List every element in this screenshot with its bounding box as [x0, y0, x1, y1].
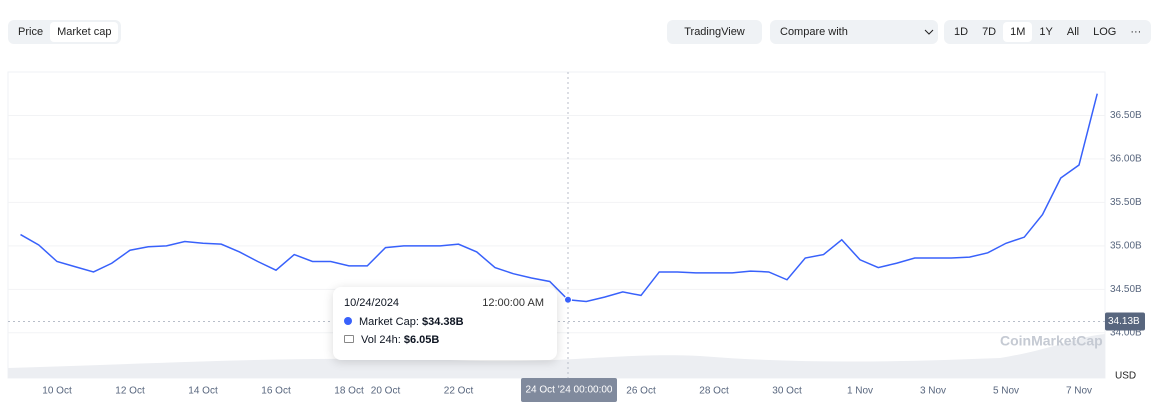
- chevron: [924, 29, 934, 35]
- compare-label: Compare with: [780, 26, 848, 38]
- x-tick-label: 3 Nov: [920, 386, 946, 397]
- price-marker-label: 34.13B: [1108, 316, 1140, 327]
- price-tab[interactable]: Price: [18, 26, 44, 38]
- x-tick-label: 22 Oct: [444, 386, 474, 397]
- cap-label: Market Cap:: [359, 316, 422, 328]
- x-tick-label: 20 Oct: [371, 386, 401, 397]
- x-tick-label: 28 Oct: [699, 386, 729, 397]
- tooltip-time: 12:00:00 AM: [482, 297, 544, 309]
- vol-icon: [344, 335, 354, 343]
- range-button[interactable]: All: [1066, 26, 1080, 38]
- y-tick-label: 36.00B: [1110, 154, 1142, 165]
- vol-value: $6.05B: [403, 334, 440, 346]
- x-tick-label: 14 Oct: [188, 386, 218, 397]
- range-button[interactable]: 1Y: [1039, 26, 1053, 38]
- x-tick-label: 5 Nov: [993, 386, 1019, 397]
- x-tick-label: 1 Nov: [847, 386, 873, 397]
- cap-dot: [344, 317, 352, 325]
- volume-area: [8, 334, 1105, 378]
- crosshair-label-box: [521, 378, 617, 402]
- toggle-group: Price Market cap: [8, 20, 122, 44]
- range-group: 1D 7D 1M 1Y All LOG ···: [944, 20, 1152, 44]
- range-button[interactable]: LOG: [1093, 26, 1117, 38]
- x-tick-label: 26 Oct: [626, 386, 656, 397]
- range-button[interactable]: 1D: [954, 26, 969, 38]
- tradingview-label: TradingView: [684, 26, 745, 38]
- cap-value: $34.38B: [421, 316, 464, 328]
- vol-label: Vol 24h:: [361, 334, 404, 346]
- y-tick-label: 34.00B: [1110, 327, 1142, 338]
- unit-label: USD: [1115, 371, 1136, 382]
- x-tick-label: 16 Oct: [261, 386, 291, 397]
- y-tick-label: 35.00B: [1110, 241, 1142, 252]
- tradingview-button[interactable]: TradingView: [667, 20, 762, 44]
- hover-dot: [564, 295, 572, 304]
- x-tick-label: 30 Oct: [772, 386, 802, 397]
- line: [20, 93, 1098, 303]
- range-button[interactable]: 1M: [1003, 22, 1033, 42]
- x-tick-label: 18 Oct: [334, 386, 364, 397]
- compare-dropdown[interactable]: Compare with: [770, 20, 938, 44]
- crosshair-label: 24 Oct '24 00:00:00: [526, 385, 613, 396]
- x-tick-label: 10 Oct: [42, 386, 72, 397]
- tooltip-vol-row: Vol 24h: $6.05B: [344, 334, 439, 346]
- tooltip: 10/24/2024 12:00:00 AM Market Cap: $34.3…: [333, 287, 557, 360]
- range-button[interactable]: 7D: [982, 26, 997, 38]
- y-tick-label: 36.50B: [1110, 110, 1142, 121]
- tooltip-cap-row: Market Cap: $34.38B: [344, 316, 464, 328]
- x-tick-label: 12 Oct: [115, 386, 145, 397]
- tooltip-date: 10/24/2024: [344, 297, 400, 309]
- y-tick-label: 35.50B: [1110, 197, 1142, 208]
- price-marker-box: [1105, 312, 1145, 331]
- watermark: CoinMarketCap: [1000, 333, 1103, 349]
- market-cap-tab[interactable]: Market cap: [50, 22, 119, 42]
- x-tick-label: 7 Nov: [1066, 386, 1092, 397]
- y-tick-label: 34.50B: [1110, 284, 1142, 295]
- range-button[interactable]: ···: [1130, 26, 1142, 38]
